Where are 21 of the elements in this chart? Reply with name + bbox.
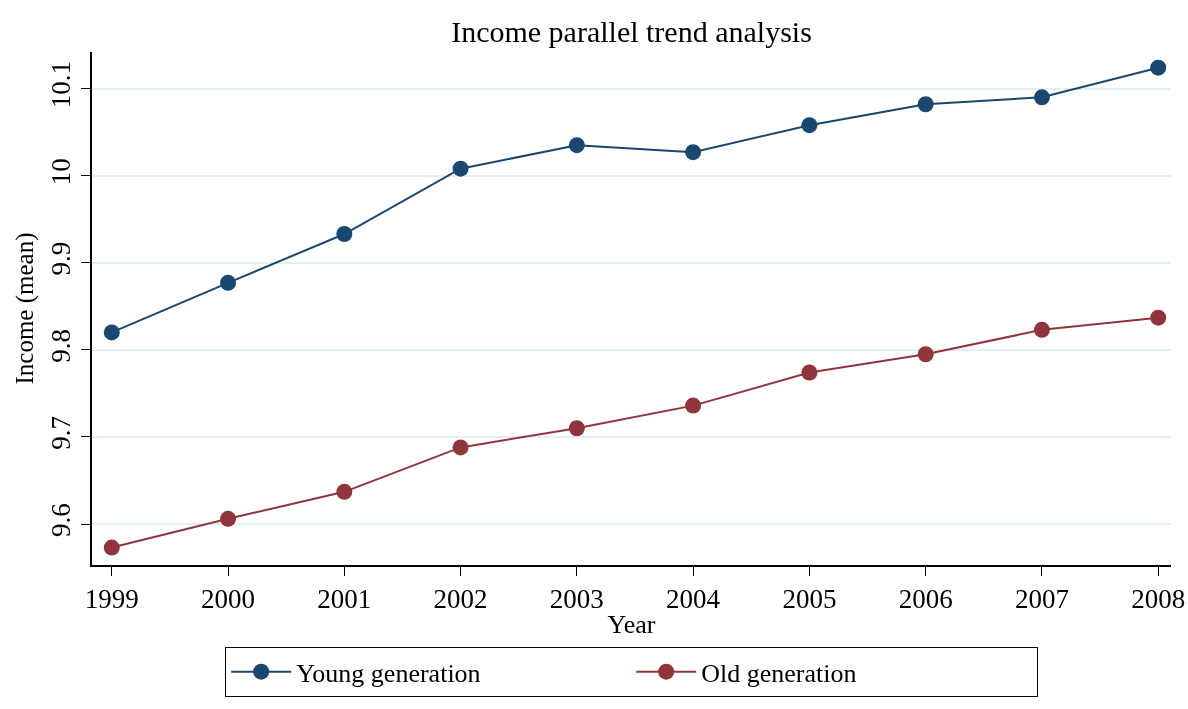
- x-tick-label: 2000: [201, 584, 256, 615]
- y-tick-label: 9.6: [46, 503, 77, 537]
- x-tick-label: 2006: [898, 584, 953, 615]
- x-tick-label: 2002: [433, 584, 488, 615]
- y-tick-label: 10: [46, 158, 77, 186]
- y-tick-label: 10.1: [46, 60, 77, 109]
- x-tick-label: 2005: [782, 584, 837, 615]
- x-tick-label: 2007: [1014, 584, 1069, 615]
- y-axis-title: Income (mean): [10, 232, 39, 385]
- chart-title: Income parallel trend analysis: [451, 15, 812, 49]
- y-tick-label: 9.9: [46, 241, 77, 276]
- x-tick-label: 2001: [317, 584, 372, 615]
- y-tick-label: 9.7: [46, 416, 77, 450]
- y-tick-label: 9.8: [46, 328, 77, 363]
- x-tick-label: 2004: [666, 584, 721, 615]
- legend-label: Young generation: [296, 658, 481, 688]
- x-tick-label: 2003: [549, 584, 604, 615]
- x-tick-label: 2008: [1131, 584, 1186, 615]
- x-tick-label: 1999: [84, 584, 139, 615]
- x-axis-title: Year: [607, 610, 656, 640]
- legend-label: Old generation: [701, 658, 857, 688]
